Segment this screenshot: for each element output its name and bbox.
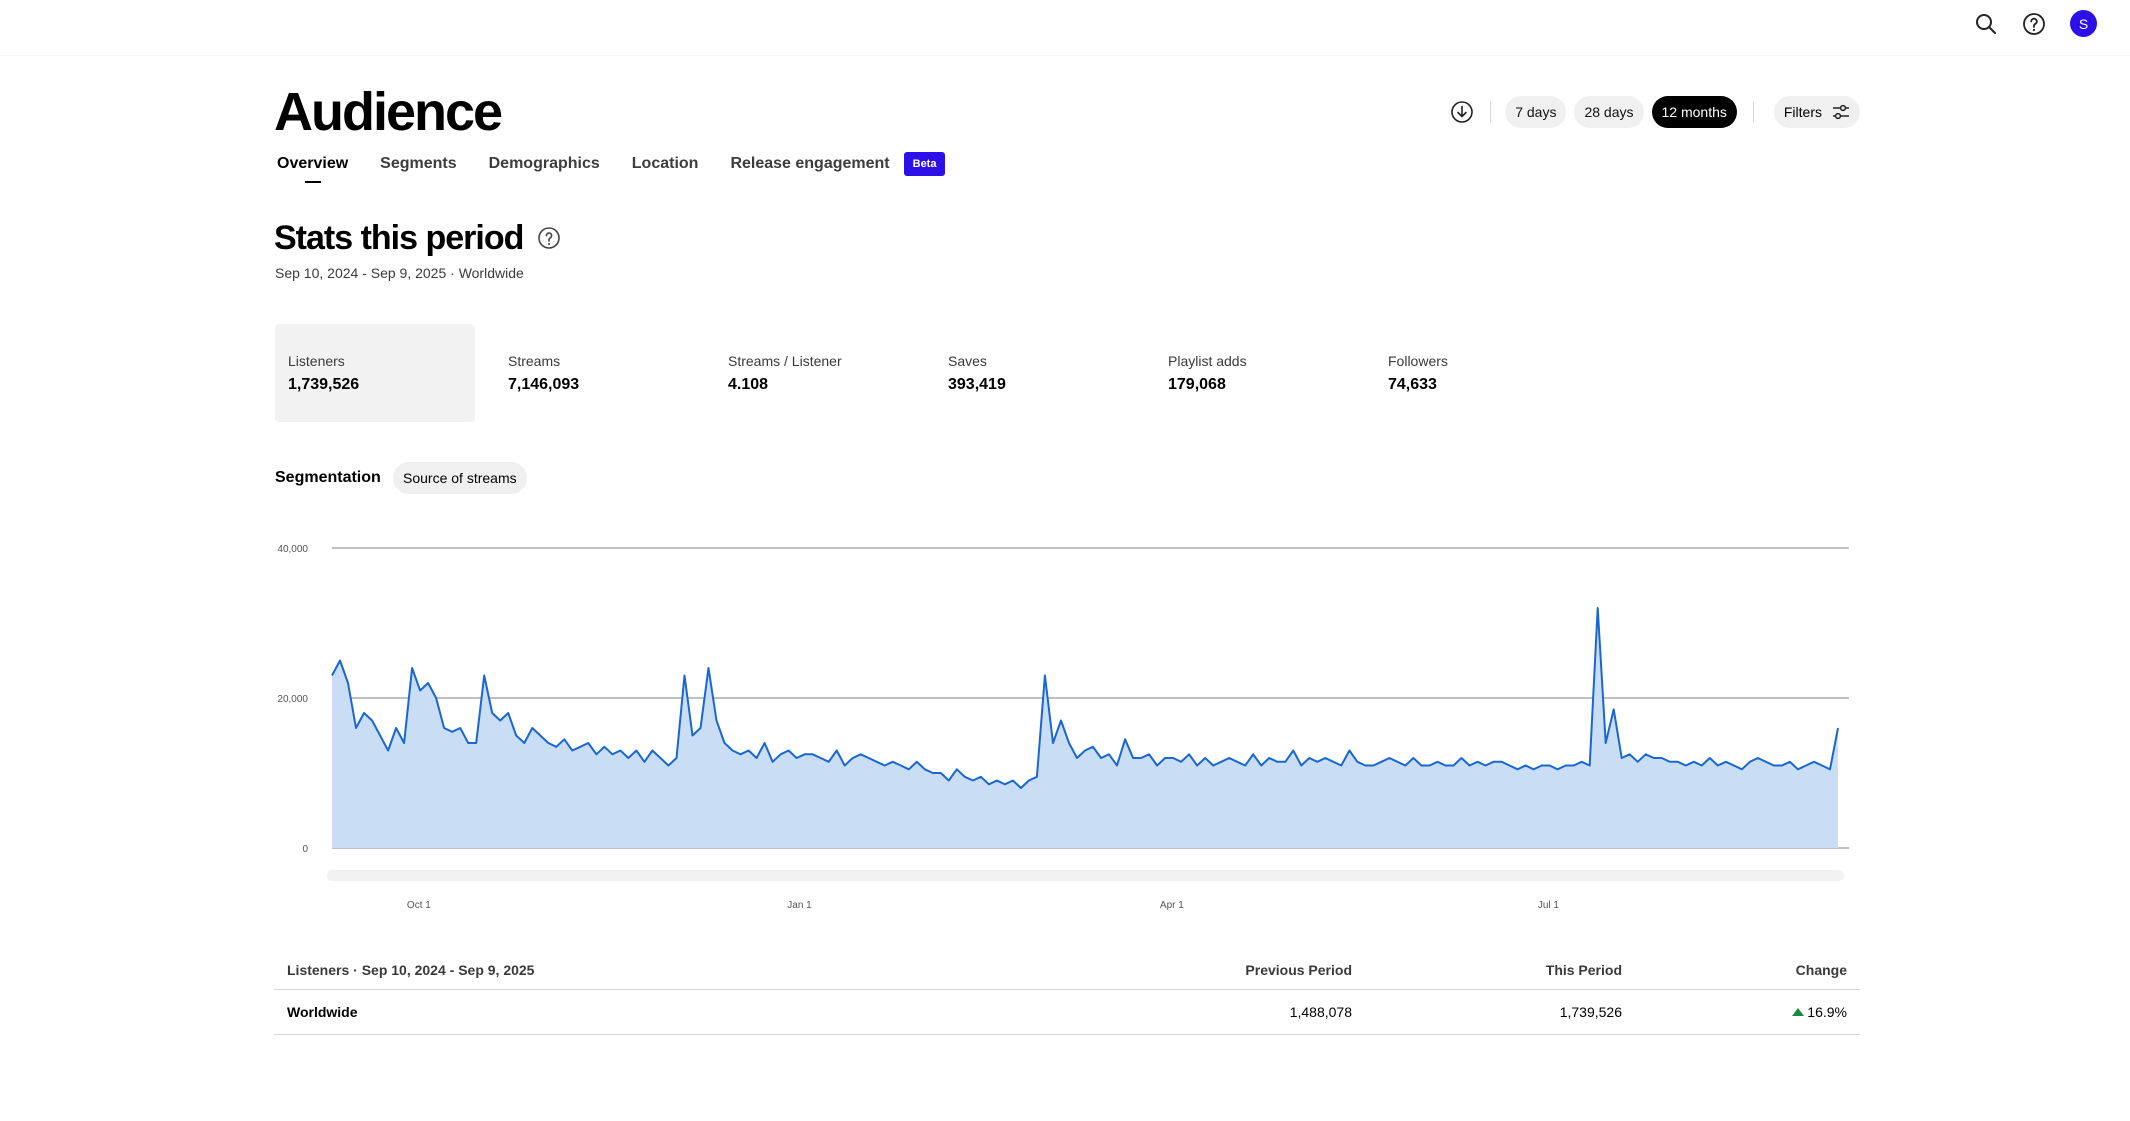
row-previous-value: 1,488,078	[1289, 1004, 1352, 1020]
stat-label: Listeners	[288, 353, 345, 369]
help-icon[interactable]	[2020, 10, 2048, 38]
tab-label: Segments	[380, 155, 457, 172]
download-icon[interactable]	[1448, 98, 1476, 126]
y-tick-label: 0	[302, 844, 308, 855]
table-header: Listeners · Sep 10, 2024 - Sep 9, 2025 P…	[274, 950, 1860, 990]
x-tick-label: Jul 1	[1538, 900, 1560, 911]
avatar[interactable]: S	[2070, 10, 2097, 37]
tab-label: Release engagement	[730, 155, 890, 172]
table-header-label: Listeners · Sep 10, 2024 - Sep 9, 2025	[287, 961, 535, 978]
stat-card-followers[interactable]: Followers 74,633	[1375, 324, 1575, 422]
page-title: Audience	[274, 82, 503, 142]
stat-label: Saves	[948, 353, 987, 369]
stat-value: 393,419	[948, 376, 1006, 393]
x-tick-label: Oct 1	[407, 900, 431, 911]
sliders-icon	[1833, 104, 1849, 120]
search-icon[interactable]	[1972, 10, 2000, 38]
stat-value: 179,068	[1168, 376, 1226, 393]
table-header-change: Change	[1795, 961, 1847, 978]
tab-demographics[interactable]: Demographics	[489, 152, 600, 176]
range-7-days-button[interactable]: 7 days	[1505, 96, 1567, 128]
tab-label: Demographics	[488, 155, 600, 172]
tab-location[interactable]: Location	[632, 152, 699, 176]
active-tab-indicator	[305, 181, 321, 183]
row-this-value: 1,739,526	[1559, 1004, 1622, 1020]
divider	[1490, 101, 1492, 123]
stat-label: Playlist adds	[1168, 353, 1247, 369]
table-header-previous: Previous Period	[1245, 961, 1352, 978]
arrow-up-icon	[1792, 1008, 1805, 1016]
period-subtitle: Sep 10, 2024 - Sep 9, 2025 · Worldwide	[275, 265, 524, 281]
stat-card-streams[interactable]: Streams 7,146,093	[495, 324, 695, 422]
chart-scrollbar	[327, 870, 1844, 881]
table-header-this: This Period	[1545, 961, 1622, 978]
area-fill	[332, 608, 1838, 848]
tab-release-engagement[interactable]: Release engagement	[730, 152, 889, 176]
x-tick-label: Jan 1	[787, 900, 812, 911]
stat-card-streams-per-listener[interactable]: Streams / Listener 4.108	[715, 324, 915, 422]
stat-value: 74,633	[1388, 376, 1437, 393]
chart-svg: 0 20,000 40,000 Oct 1 Jan 1 Apr 1 Jul 1	[277, 544, 1849, 911]
stat-card-saves[interactable]: Saves 393,419	[935, 324, 1135, 422]
stat-label: Followers	[1388, 353, 1448, 369]
listeners-chart: 0 20,000 40,000 Oct 1 Jan 1 Apr 1 Jul 1	[260, 530, 1860, 920]
range-12-months-button[interactable]: 12 months	[1651, 96, 1737, 128]
beta-badge: Beta	[903, 152, 946, 176]
stat-card-playlist-adds[interactable]: Playlist adds 179,068	[1155, 324, 1355, 422]
range-controls: 7 days 28 days 12 months Filters	[1448, 96, 1860, 128]
row-change-value: 16.9%	[1807, 1004, 1847, 1020]
stat-label: Streams	[508, 353, 561, 369]
filters-label: Filters	[1783, 104, 1822, 120]
series-line	[331, 607, 1839, 789]
tab-label: Overview	[277, 155, 349, 172]
divider	[1752, 101, 1754, 123]
source-of-streams-button[interactable]: Source of streams	[393, 462, 527, 494]
y-tick-label: 20,000	[277, 694, 308, 705]
stat-value: 4.108	[728, 376, 769, 393]
stat-label: Streams / Listener	[728, 353, 842, 369]
section-title: Stats this period	[274, 216, 561, 260]
row-label: Worldwide	[287, 1004, 358, 1020]
filters-button[interactable]: Filters	[1773, 96, 1860, 128]
tab-overview[interactable]: Overview	[277, 152, 349, 183]
tab-segments[interactable]: Segments	[380, 152, 456, 176]
section-title-text: Stats this period	[274, 219, 524, 257]
x-tick-label: Apr 1	[1160, 900, 1184, 911]
row-change: 16.9%	[1622, 1004, 1847, 1020]
y-tick-label: 40,000	[277, 544, 308, 555]
range-28-days-button[interactable]: 28 days	[1574, 96, 1644, 128]
table-row: Worldwide 1,488,078 1,739,526 16.9%	[274, 990, 1860, 1035]
stat-value: 7,146,093	[508, 376, 580, 393]
tab-bar: Overview Segments Demographics Location …	[277, 152, 946, 192]
listeners-table: Listeners · Sep 10, 2024 - Sep 9, 2025 P…	[274, 950, 1860, 1035]
stat-value: 1,739,526	[288, 376, 360, 393]
stat-card-listeners[interactable]: Listeners 1,739,526	[275, 324, 475, 422]
tab-label: Location	[631, 155, 699, 172]
segmentation-label: Segmentation	[275, 469, 381, 486]
help-icon[interactable]	[537, 226, 561, 250]
top-bar: S	[0, 0, 2130, 56]
